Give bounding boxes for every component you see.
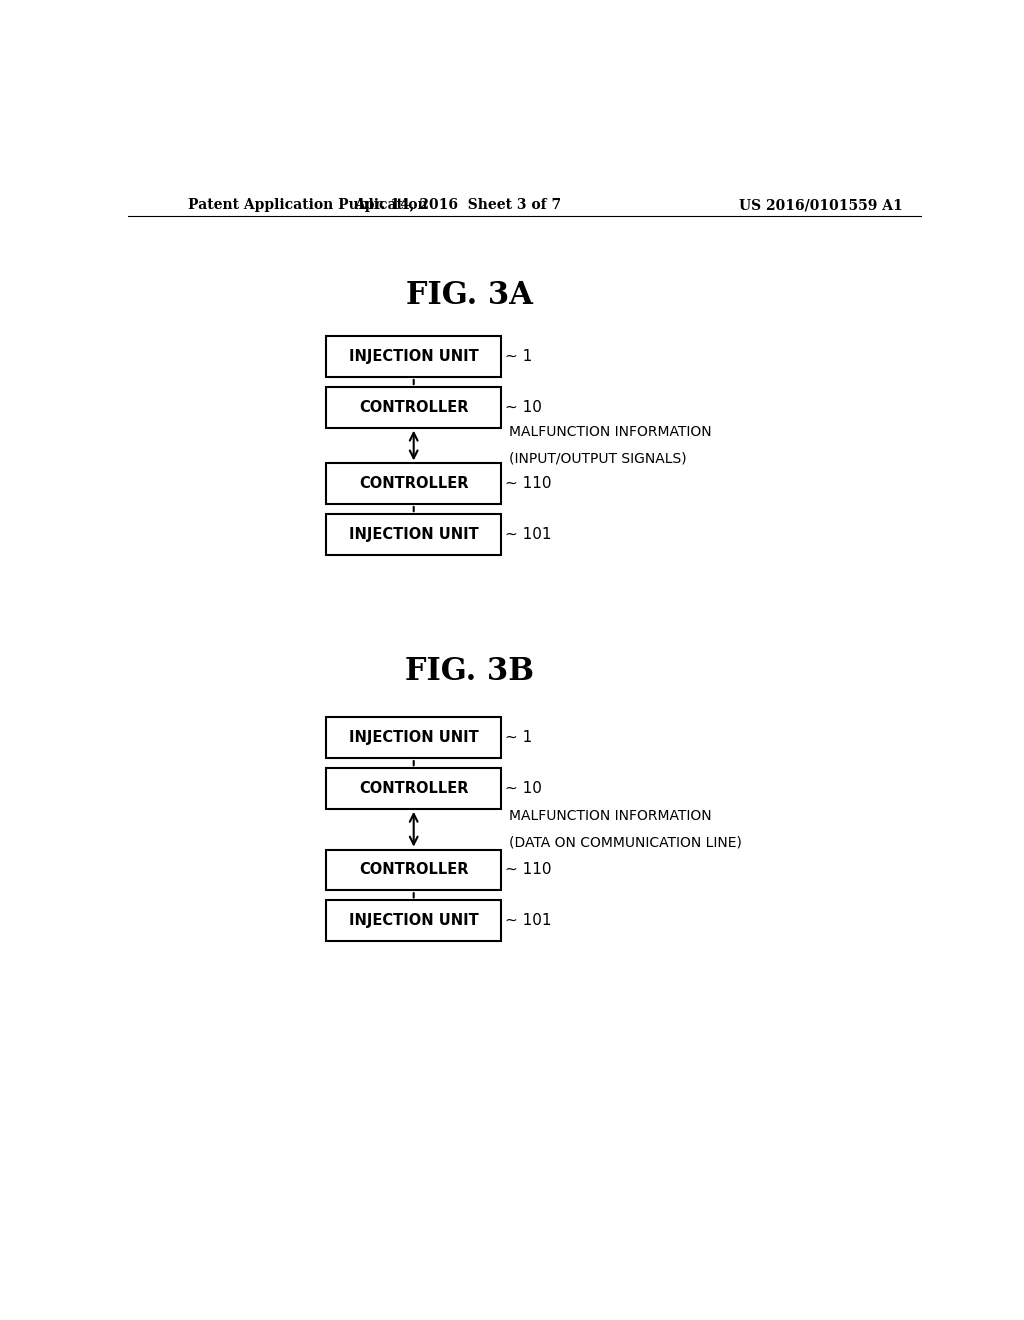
Text: ∼ 110: ∼ 110 (505, 477, 552, 491)
Text: ∼ 110: ∼ 110 (505, 862, 552, 878)
Bar (327, 850, 501, 890)
Text: INJECTION UNIT: INJECTION UNIT (349, 730, 478, 746)
Text: MALFUNCTION INFORMATION: MALFUNCTION INFORMATION (509, 425, 712, 440)
Text: CONTROLLER: CONTROLLER (359, 862, 468, 878)
Bar (327, 463, 501, 504)
Bar (327, 387, 501, 428)
Text: INJECTION UNIT: INJECTION UNIT (349, 913, 478, 928)
Text: (INPUT/OUTPUT SIGNALS): (INPUT/OUTPUT SIGNALS) (509, 451, 686, 466)
Text: Apr. 14, 2016  Sheet 3 of 7: Apr. 14, 2016 Sheet 3 of 7 (353, 198, 561, 213)
Bar (327, 768, 501, 809)
Text: ∼ 1: ∼ 1 (505, 730, 532, 746)
Text: ∼ 101: ∼ 101 (505, 527, 552, 543)
Text: CONTROLLER: CONTROLLER (359, 400, 468, 414)
Text: INJECTION UNIT: INJECTION UNIT (349, 348, 478, 364)
Text: CONTROLLER: CONTROLLER (359, 477, 468, 491)
Text: Patent Application Publication: Patent Application Publication (187, 198, 427, 213)
Text: FIG. 3A: FIG. 3A (406, 280, 532, 312)
Bar (327, 900, 501, 941)
Text: ∼ 1: ∼ 1 (505, 348, 532, 364)
Text: US 2016/0101559 A1: US 2016/0101559 A1 (739, 198, 903, 213)
Text: (DATA ON COMMUNICATION LINE): (DATA ON COMMUNICATION LINE) (509, 836, 741, 850)
Text: CONTROLLER: CONTROLLER (359, 781, 468, 796)
Text: FIG. 3B: FIG. 3B (404, 656, 534, 688)
Text: ∼ 101: ∼ 101 (505, 913, 552, 928)
Bar (327, 718, 501, 758)
Text: ∼ 10: ∼ 10 (505, 781, 542, 796)
Text: ∼ 10: ∼ 10 (505, 400, 542, 414)
Bar (327, 513, 501, 554)
Bar (327, 337, 501, 378)
Text: MALFUNCTION INFORMATION: MALFUNCTION INFORMATION (509, 809, 712, 822)
Text: INJECTION UNIT: INJECTION UNIT (349, 527, 478, 543)
